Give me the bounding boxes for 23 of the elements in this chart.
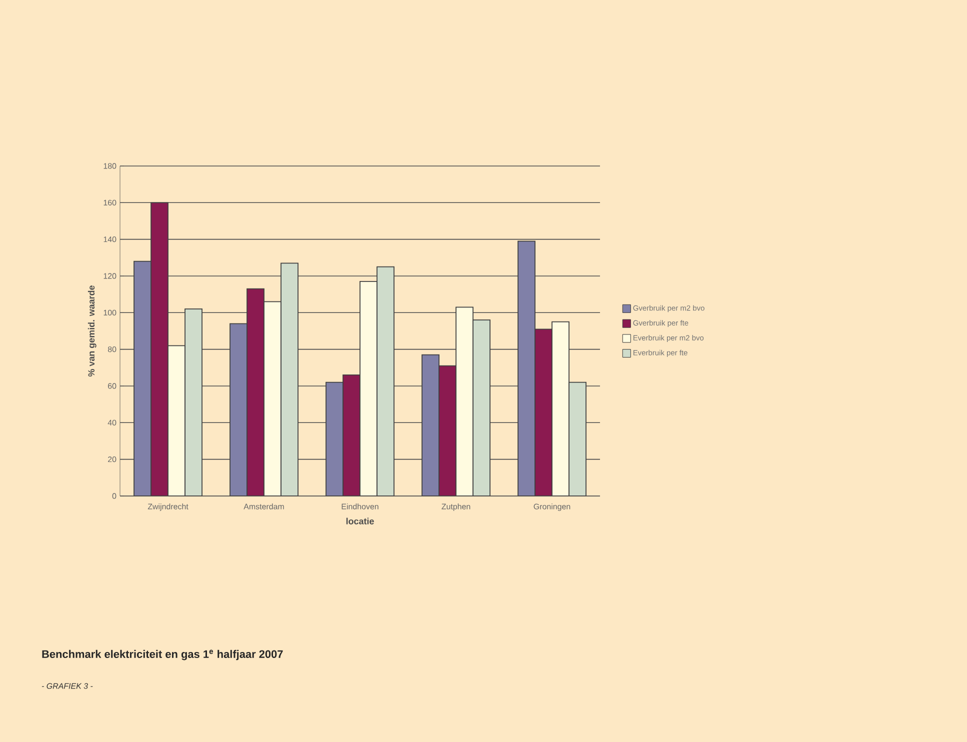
bar: [456, 306, 474, 496]
bar: [472, 320, 490, 496]
bar: [376, 266, 394, 496]
bar: [264, 301, 282, 496]
bar: [438, 365, 456, 496]
bar: [422, 354, 440, 496]
bar: [568, 382, 586, 496]
bar: [342, 374, 360, 496]
bar: [280, 262, 298, 496]
y-axis-title: % van gemid. waarde: [88, 286, 96, 377]
bar: [246, 288, 264, 496]
bar: [134, 260, 152, 496]
bar: [518, 240, 536, 496]
x-axis-title: locatie: [346, 518, 374, 524]
bar: [150, 202, 168, 496]
bar: [168, 345, 186, 496]
bar: [230, 323, 248, 496]
bar: [184, 308, 202, 496]
bar: [360, 281, 378, 496]
bar: [326, 382, 344, 496]
text: Benchmark elektriciteit en gas 1$^{e}$ halfjaar 2007: [42, 650, 283, 660]
bar: [534, 328, 552, 496]
bar: [552, 321, 570, 496]
